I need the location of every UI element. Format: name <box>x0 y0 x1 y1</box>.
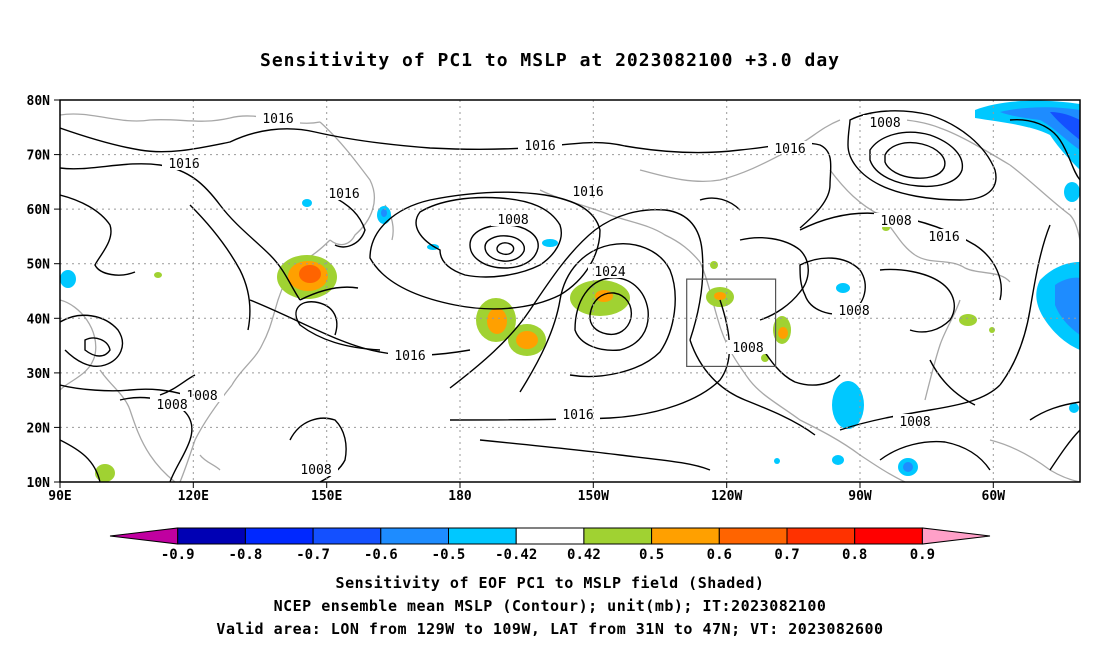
colorbar-segment <box>177 527 246 545</box>
colorbar-label: 0.6 <box>707 547 732 563</box>
lat-label: 10N <box>27 476 51 491</box>
lon-label: 120E <box>178 489 209 504</box>
contour-label: 1016 <box>928 230 959 245</box>
shaded-patch-positive <box>570 280 630 316</box>
colorbar-segment <box>854 527 923 545</box>
longitude-labels: 90E 120E 150E 180 150W 120W 90W 60W <box>48 489 1005 504</box>
contour-label: 1008 <box>186 389 217 404</box>
colorbar-label: -0.6 <box>364 547 398 563</box>
colorbar-segment <box>786 527 856 545</box>
contour-label: 1016 <box>572 185 603 200</box>
map-frame <box>59 99 1081 483</box>
colorbar-segment <box>583 527 653 545</box>
colorbar-label: -0.9 <box>161 547 195 563</box>
contour-label: 1016 <box>262 112 293 127</box>
contour-label: 1008 <box>899 415 930 430</box>
contour-label: 1016 <box>394 349 425 364</box>
footer-line-1: Sensitivity of EOF PC1 to MSLP field (Sh… <box>335 574 765 592</box>
lon-label: 150W <box>578 489 609 504</box>
gridlines <box>60 100 1080 482</box>
colorbar-label: 0.9 <box>910 547 935 563</box>
shaded-patch-negative <box>975 100 1080 350</box>
colorbar-segment <box>312 527 382 545</box>
colorbar-label: -0.42 <box>495 547 537 563</box>
latitude-labels: 80N 70N 60N 50N 40N 30N 20N 10N <box>27 94 51 491</box>
map-area: 1016 1016 1016 1016 1016 1008 1008 1016 … <box>60 100 1080 482</box>
lat-label: 80N <box>27 94 51 109</box>
colorbar-label: 0.7 <box>774 547 799 563</box>
colorbar-label: 0.5 <box>639 547 664 563</box>
footer-line-2: NCEP ensemble mean MSLP (Contour); unit(… <box>273 597 827 615</box>
contour-label: 1024 <box>594 265 625 280</box>
colorbar-labels: -0.9 -0.8 -0.7 -0.6 -0.5 -0.42 0.42 0.5 0.6 0.7 0.… <box>161 547 935 563</box>
lon-label: 90W <box>848 489 872 504</box>
valid-area-box <box>686 278 777 368</box>
colorbar-segment <box>244 527 314 545</box>
contour-label: 1016 <box>168 157 199 172</box>
colorbar-label: 0.8 <box>842 547 867 563</box>
shaded-patch-positive <box>95 225 995 482</box>
colorbar-segment <box>448 527 517 545</box>
colorbar-label: 0.42 <box>567 547 601 563</box>
shaded-patch-positive <box>476 298 546 356</box>
contour-label: 1016 <box>562 408 593 423</box>
lon-label: 60W <box>982 489 1006 504</box>
lat-label: 50N <box>27 258 51 273</box>
contour-label: 1008 <box>156 398 187 413</box>
contour-label: 1008 <box>497 213 528 228</box>
mslp-contours <box>60 110 1080 482</box>
lon-label: 90E <box>48 489 71 504</box>
lon-label: 180 <box>448 489 472 504</box>
lat-label: 70N <box>27 149 51 164</box>
colorbar-segment <box>380 527 449 545</box>
colorbar-arrow-max <box>921 527 991 545</box>
contour-label: 1008 <box>869 116 900 131</box>
contour-label: 1008 <box>300 463 331 478</box>
lon-label: 120W <box>711 489 742 504</box>
colorbar-segment <box>718 527 788 545</box>
contour-label: 1016 <box>774 142 805 157</box>
contour-label: 1008 <box>838 304 869 319</box>
contour-label: 1016 <box>328 187 359 202</box>
colorbar-label: -0.8 <box>229 547 263 563</box>
chart-title: Sensitivity of PC1 to MSLP at 2023082100… <box>259 50 840 71</box>
lat-label: 40N <box>27 312 51 327</box>
contour-label: 1008 <box>880 214 911 229</box>
coastline <box>60 113 1080 482</box>
contour-label: 1008 <box>732 341 763 356</box>
contour-labels: 1016 1016 1016 1016 1016 1008 1008 1016 … <box>150 111 966 478</box>
tick-marks <box>54 99 994 488</box>
lon-label: 150E <box>311 489 342 504</box>
colorbar-segment <box>515 527 585 545</box>
lat-label: 20N <box>27 421 51 436</box>
shaded-patch-positive <box>277 255 337 299</box>
colorbar-label: -0.5 <box>432 547 466 563</box>
lat-label: 60N <box>27 203 51 218</box>
colorbar-label: -0.7 <box>296 547 330 563</box>
colorbar <box>109 527 991 545</box>
contour-label: 1016 <box>524 139 555 154</box>
colorbar-arrow-min <box>109 527 179 545</box>
footer-line-3: Valid area: LON from 129W to 109W, LAT f… <box>216 620 884 638</box>
lat-label: 30N <box>27 367 51 382</box>
colorbar-segment <box>651 527 720 545</box>
